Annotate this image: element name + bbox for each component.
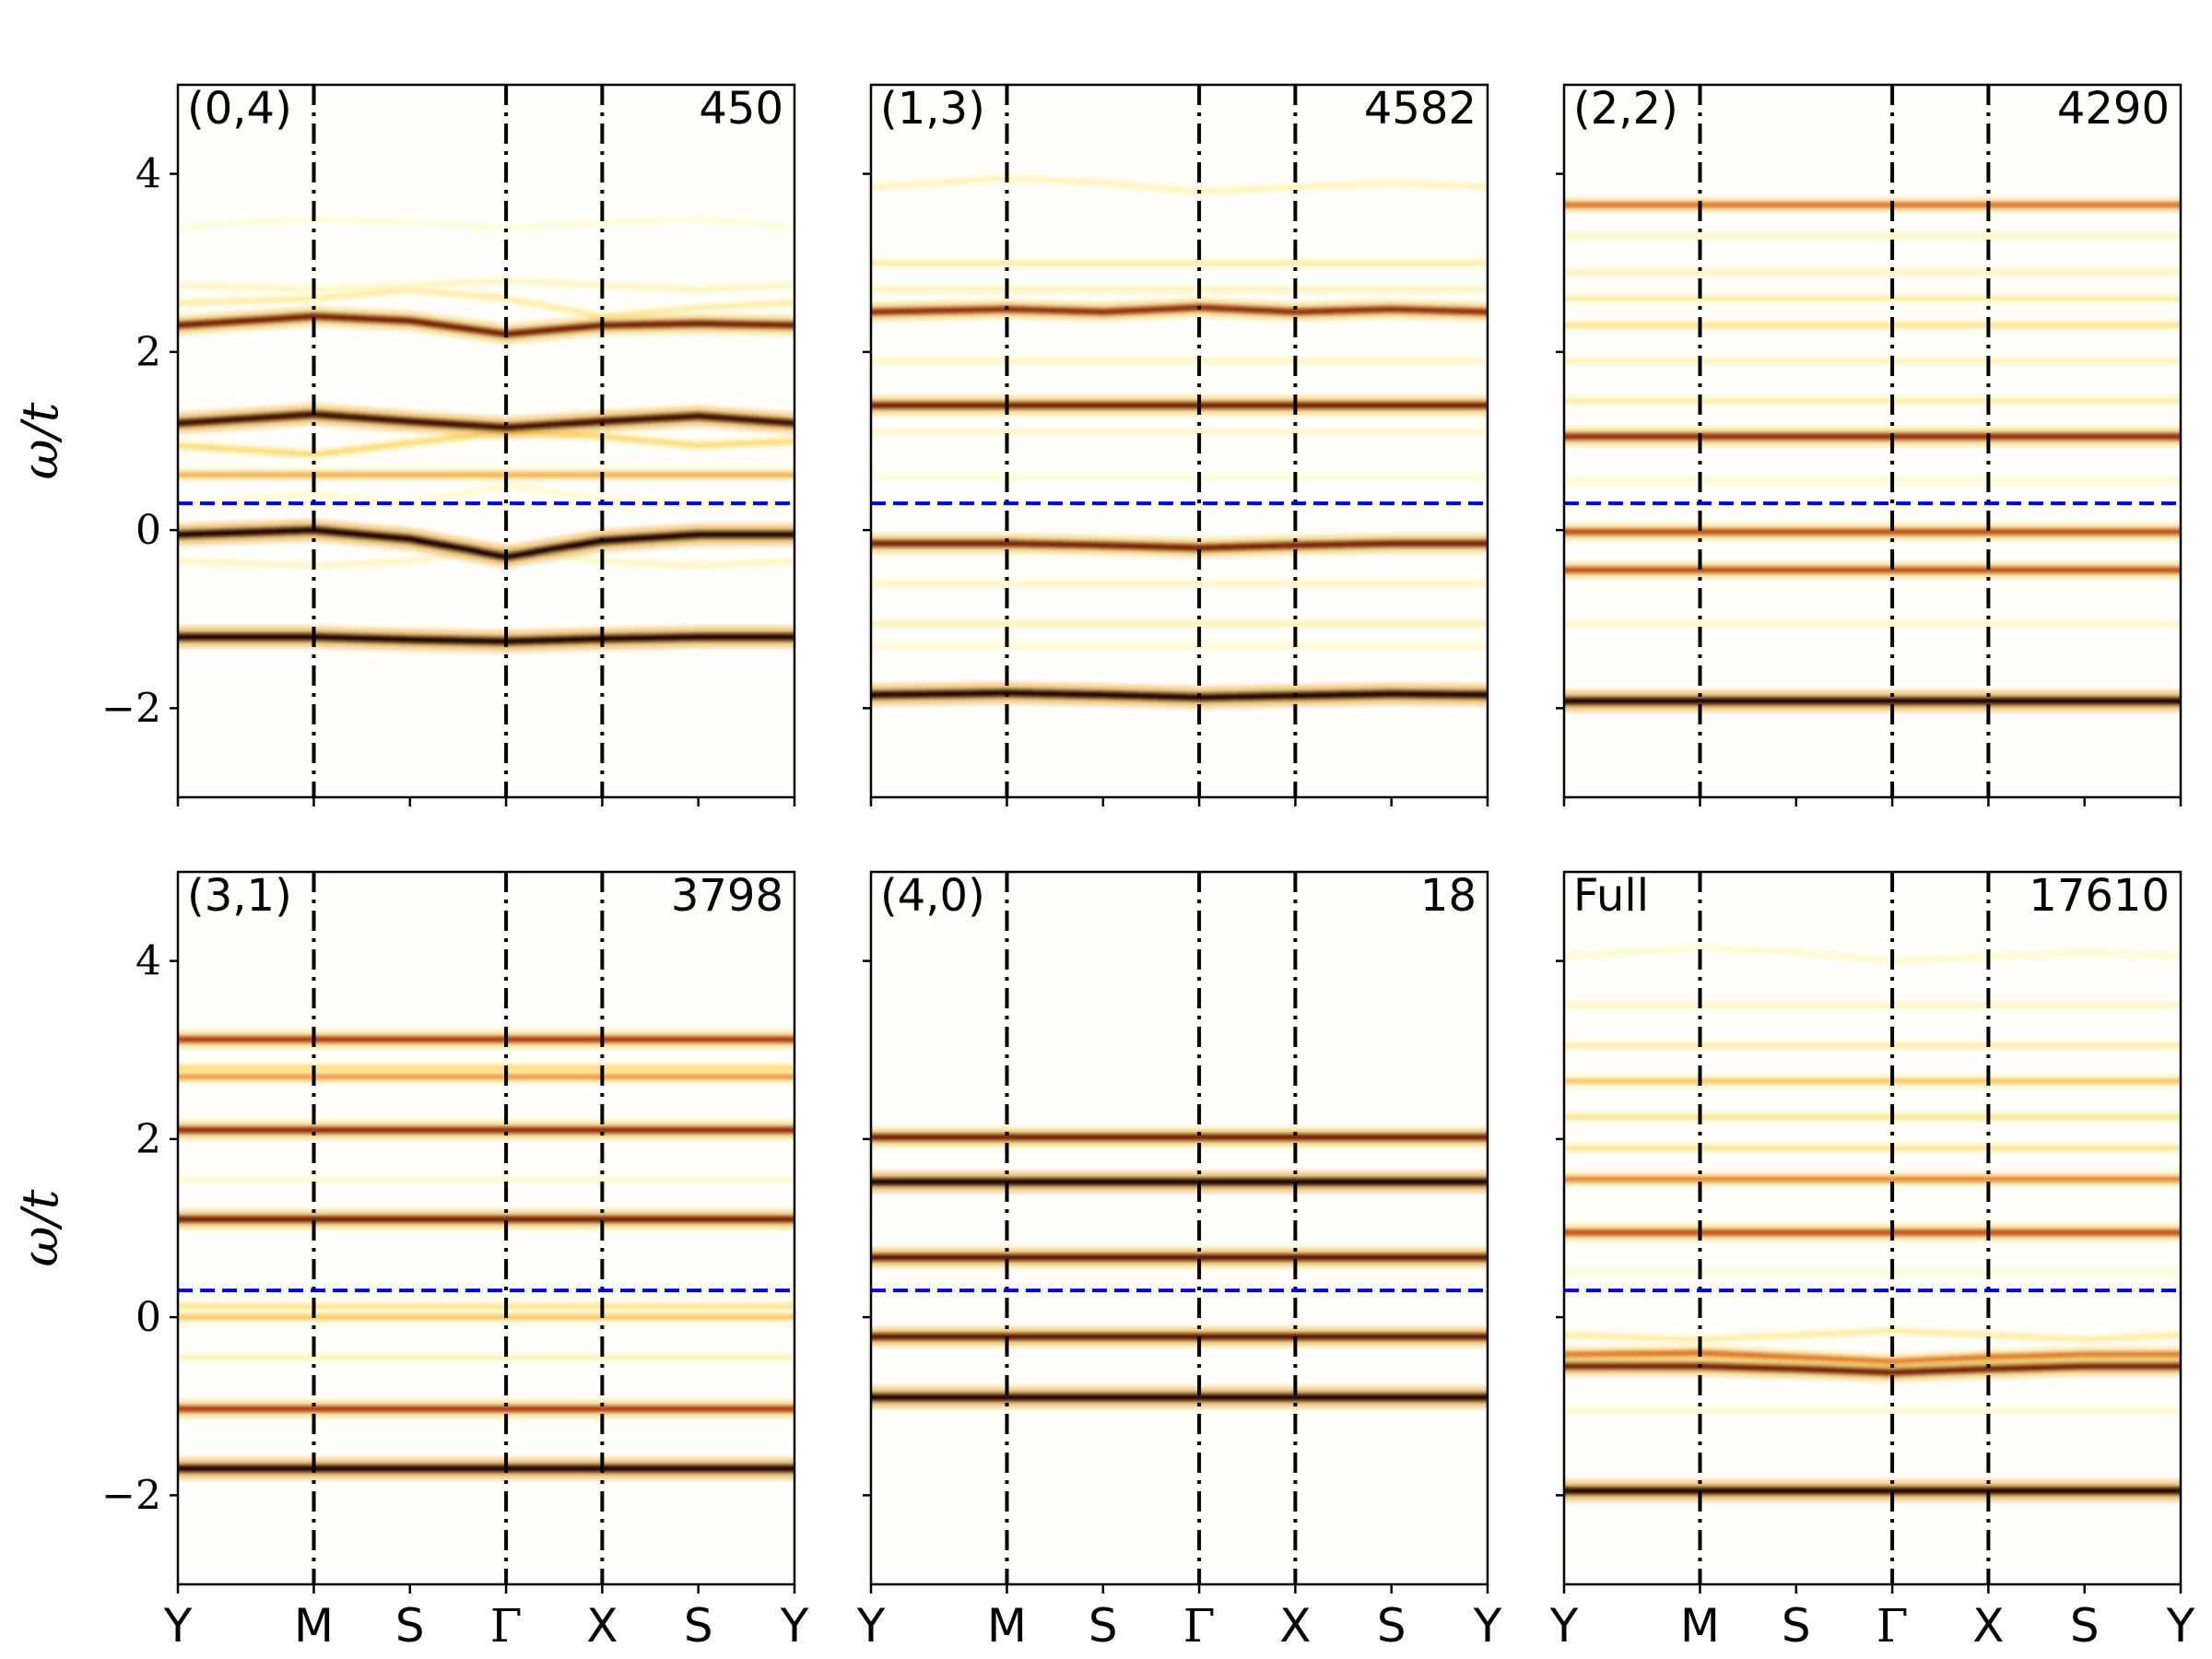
panel-frame: [869, 870, 1489, 1586]
x-tick-label: S: [395, 1599, 425, 1653]
panel-state-count: 17610: [2029, 870, 2170, 922]
panel-sector-label: (3,1): [187, 870, 292, 922]
panel-frame: [869, 83, 1489, 799]
x-tick-label: S: [1377, 1599, 1406, 1653]
panel-background: [871, 872, 1488, 1584]
x-tick-label: Γ: [1183, 1599, 1216, 1653]
y-tick-label: −2: [101, 1472, 161, 1519]
x-tick-label: X: [586, 1599, 618, 1653]
panel-state-count: 3798: [671, 870, 783, 922]
y-tick-label: 0: [135, 1294, 161, 1341]
x-tick-label: S: [1088, 1599, 1118, 1653]
x-tick-label: X: [1279, 1599, 1311, 1653]
x-tick-label: S: [2070, 1599, 2100, 1653]
y-tick-label: 2: [135, 329, 161, 376]
y-axis-label: ω/t: [11, 1189, 69, 1266]
x-tick-label: S: [1782, 1599, 1811, 1653]
panel: (2,2) 4290: [1556, 83, 2183, 806]
band-line: [871, 539, 1488, 552]
x-tick-label: M: [294, 1599, 334, 1653]
panel-sector-label: (4,0): [880, 870, 985, 922]
y-tick-label: 2: [135, 1116, 161, 1163]
x-tick-label: Y: [780, 1599, 809, 1653]
panel: −2 0 2 4 Y M S Γ X S Y (3,1) 3798 ω/t: [11, 870, 809, 1653]
panel-sector-label: (1,3): [880, 83, 985, 135]
x-tick-label: Y: [163, 1599, 193, 1653]
x-tick-label: Y: [2166, 1599, 2195, 1653]
panel-sector-label: (2,2): [1573, 83, 1678, 135]
panel-frame: [176, 83, 796, 799]
x-tick-label: Γ: [490, 1599, 523, 1653]
panel: (1,3) 4582: [863, 83, 1489, 806]
y-tick-label: 4: [135, 938, 161, 985]
y-tick-label: 4: [135, 151, 161, 198]
panel-state-count: 4290: [2057, 83, 2170, 135]
x-tick-label: Y: [1473, 1599, 1502, 1653]
x-tick-label: S: [684, 1599, 713, 1653]
x-tick-label: Γ: [1877, 1599, 1909, 1653]
panel-sector-label: Full: [1573, 870, 1649, 922]
panel-state-count: 4582: [1364, 83, 1477, 135]
panel-frame: [1562, 83, 2183, 799]
x-tick-label: Y: [856, 1599, 886, 1653]
panel-frame: [1562, 870, 2183, 1586]
panel-frame: [176, 870, 796, 1586]
band-line: [178, 632, 794, 646]
panel-background: [871, 85, 1488, 797]
panel: Y M S Γ X S Y Full 17610: [1549, 870, 2195, 1653]
x-tick-label: M: [987, 1599, 1027, 1653]
panel-state-count: 450: [699, 83, 783, 135]
y-tick-label: −2: [101, 685, 161, 732]
panel-grid: −2 0 2 4 (0,4) 450 ω/t (1,3) 4582 (2,2) 4290 −2 0 2 4 Y…: [11, 83, 2195, 1653]
panel: Y M S Γ X S Y (4,0) 18: [856, 870, 1502, 1653]
x-tick-label: Y: [1549, 1599, 1579, 1653]
band-line: [871, 688, 1488, 702]
y-tick-label: 0: [135, 507, 161, 554]
panel: −2 0 2 4 (0,4) 450 ω/t: [11, 83, 796, 806]
panel-state-count: 18: [1420, 870, 1477, 922]
x-tick-label: M: [1680, 1599, 1720, 1653]
band-line: [871, 303, 1488, 316]
y-axis-label: ω/t: [11, 402, 69, 479]
panel-sector-label: (0,4): [187, 83, 292, 135]
x-tick-label: X: [1972, 1599, 2004, 1653]
